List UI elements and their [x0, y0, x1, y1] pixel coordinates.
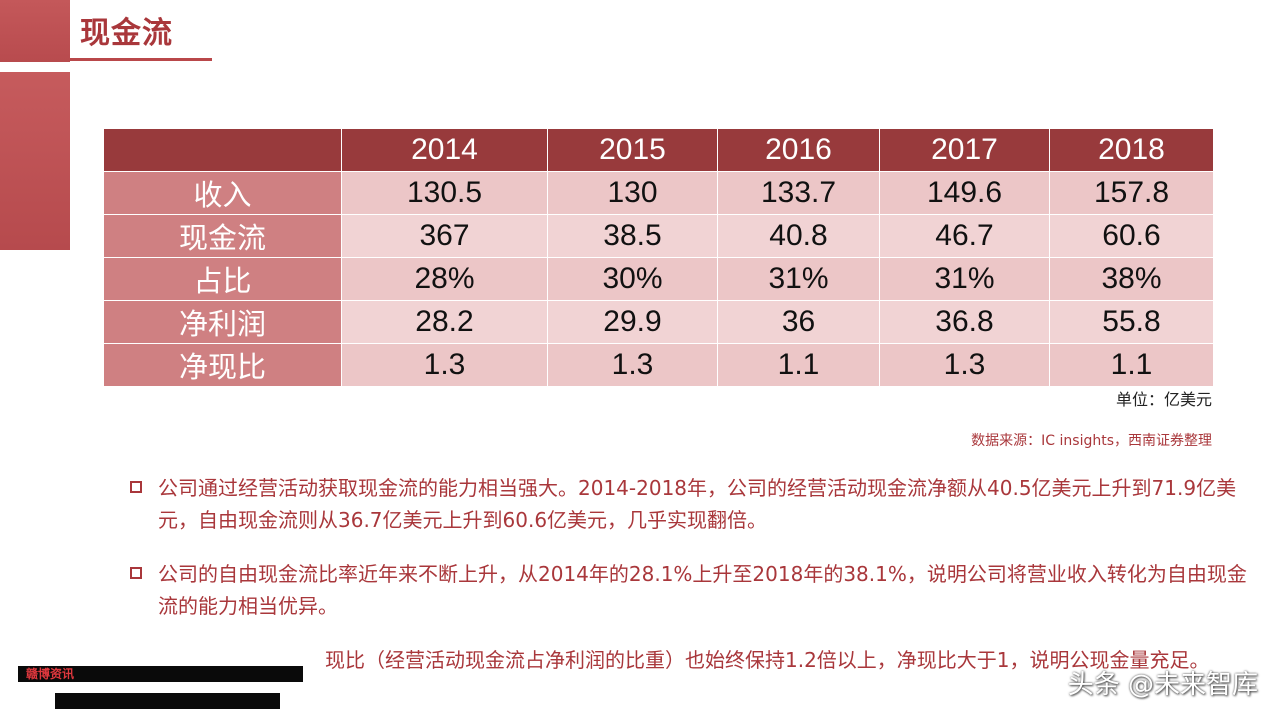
bullet-item: 公司的自由现金流比率近年来不断上升，从2014年的28.1%上升至2018年的3…: [130, 558, 1250, 622]
table-cell: 36: [717, 300, 880, 344]
table-cell: 149.6: [879, 171, 1050, 215]
checkbox-bullet-icon: [130, 567, 142, 579]
year-header: 2016: [717, 128, 880, 172]
bullet-item: 公司通过经营活动获取现金流的能力相当强大。2014-2018年，公司的经营活动现…: [130, 472, 1250, 536]
year-header: 2015: [547, 128, 718, 172]
redaction-bar: [18, 666, 303, 682]
table-cell: 38.5: [547, 214, 718, 258]
row-label: 收入: [103, 171, 342, 215]
partial-bullet-text: 现比（经营活动现金流占净利润的比重）也始终保持1.2倍以上，净现比大于1，说明公…: [325, 648, 1210, 672]
table-cell: 28.2: [341, 300, 548, 344]
table-cell: 130: [547, 171, 718, 215]
table-cell: 28%: [341, 257, 548, 301]
slide-title: 现金流: [80, 16, 173, 51]
unit-note: 单位：亿美元: [1115, 390, 1212, 409]
table-cell: 46.7: [879, 214, 1050, 258]
table-cell: 157.8: [1049, 171, 1214, 215]
table-cell: 36.8: [879, 300, 1050, 344]
bullet-text: 公司的自由现金流比率近年来不断上升，从2014年的28.1%上升至2018年的3…: [158, 562, 1247, 618]
table-row: 净利润 28.2 29.9 36 36.8 55.8: [103, 300, 1214, 344]
left-accent-bar-bottom: [0, 72, 70, 250]
year-header: 2018: [1049, 128, 1214, 172]
redaction-bar: [55, 693, 280, 709]
table-cell: 30%: [547, 257, 718, 301]
table-row: 现金流 367 38.5 40.8 46.7 60.6: [103, 214, 1214, 258]
left-accent-bar-top: [0, 0, 70, 62]
table-cell: 40.8: [717, 214, 880, 258]
table-cell: 1.3: [879, 343, 1050, 387]
table-cell: 1.3: [547, 343, 718, 387]
watermark: 头条 @未来智库: [1067, 670, 1258, 700]
table-corner-cell: [103, 128, 342, 172]
table-cell: 1.3: [341, 343, 548, 387]
table-cell: 31%: [879, 257, 1050, 301]
row-label: 现金流: [103, 214, 342, 258]
table-row: 收入 130.5 130 133.7 149.6 157.8: [103, 171, 1214, 215]
table-row: 净现比 1.3 1.3 1.1 1.3 1.1: [103, 343, 1214, 387]
source-note: 数据来源：IC insights，西南证券整理: [971, 433, 1212, 449]
table-cell: 1.1: [1049, 343, 1214, 387]
table-cell: 133.7: [717, 171, 880, 215]
row-label: 净现比: [103, 343, 342, 387]
year-header: 2014: [341, 128, 548, 172]
bullet-text: 公司通过经营活动获取现金流的能力相当强大。2014-2018年，公司的经营活动现…: [158, 476, 1237, 532]
table-cell: 31%: [717, 257, 880, 301]
title-underline: [70, 58, 212, 61]
table-cell: 130.5: [341, 171, 548, 215]
row-label: 占比: [103, 257, 342, 301]
year-header: 2017: [879, 128, 1050, 172]
table-cell: 1.1: [717, 343, 880, 387]
table-cell: 38%: [1049, 257, 1214, 301]
table-row: 占比 28% 30% 31% 31% 38%: [103, 257, 1214, 301]
table-cell: 29.9: [547, 300, 718, 344]
table-cell: 60.6: [1049, 214, 1214, 258]
row-label: 净利润: [103, 300, 342, 344]
overlay-label: 赣博资讯: [26, 667, 75, 681]
table-cell: 55.8: [1049, 300, 1214, 344]
checkbox-bullet-icon: [130, 481, 142, 493]
cashflow-table: 2014 2015 2016 2017 2018 收入 130.5 130 13…: [103, 128, 1214, 387]
table-header-row: 2014 2015 2016 2017 2018: [103, 128, 1214, 172]
table-cell: 367: [341, 214, 548, 258]
